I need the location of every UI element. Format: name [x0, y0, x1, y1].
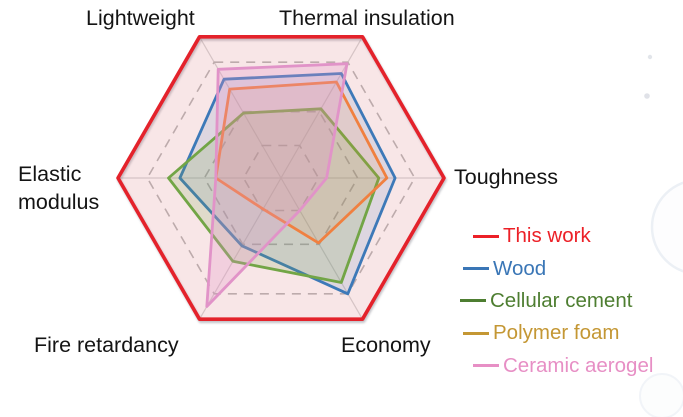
axis-label-thermal-insulation: Thermal insulation	[279, 6, 455, 30]
radar-spoke	[280, 177, 364, 320]
legend-label-this-work: This work	[503, 224, 591, 248]
watermark-dot-medium	[644, 93, 650, 99]
watermark-dot-small	[647, 54, 653, 60]
legend-item-ceramic-aerogel: Ceramic aerogel	[473, 350, 653, 382]
radar-spoke	[280, 36, 364, 179]
chart-legend: This work Wood Cellular cement Polymer f…	[460, 220, 653, 382]
radar-spoke	[198, 177, 282, 320]
legend-swatch-wood	[463, 267, 489, 271]
legend-item-this-work: This work	[473, 220, 653, 252]
background-watermark	[639, 54, 683, 417]
axis-label-economy: Economy	[341, 333, 431, 357]
radar-series	[116, 34, 446, 322]
axis-label-elastic-modulus: Elastic modulus	[18, 162, 100, 214]
radar-spokes	[118, 36, 444, 320]
legend-swatch-cellular-cement	[460, 299, 486, 303]
legend-item-polymer-foam: Polymer foam	[463, 317, 653, 349]
legend-label-ceramic-aerogel: Ceramic aerogel	[503, 353, 654, 377]
legend-label-cellular-cement: Cellular cement	[490, 288, 633, 312]
axis-label-fire-retardancy: Fire retardancy	[34, 333, 179, 357]
legend-swatch-this-work	[473, 234, 499, 238]
legend-swatch-polymer-foam	[463, 331, 489, 335]
legend-label-polymer-foam: Polymer foam	[493, 321, 620, 345]
radar-gridline	[203, 110, 359, 246]
radar-series-this-work	[116, 34, 446, 322]
radar-series-wood	[178, 72, 397, 296]
legend-item-cellular-cement: Cellular cement	[460, 285, 653, 317]
legend-swatch-ceramic-aerogel	[473, 364, 499, 368]
legend-label-wood: Wood	[493, 256, 547, 280]
watermark-circle-bottom	[639, 373, 683, 417]
axis-label-lightweight: Lightweight	[86, 6, 195, 30]
radar-series-ceramic-aerogel	[205, 62, 349, 308]
legend-item-wood: Wood	[463, 252, 653, 284]
watermark-circle-large	[650, 181, 683, 273]
axis-label-toughness: Toughness	[454, 165, 558, 189]
radar-spoke	[198, 36, 282, 179]
